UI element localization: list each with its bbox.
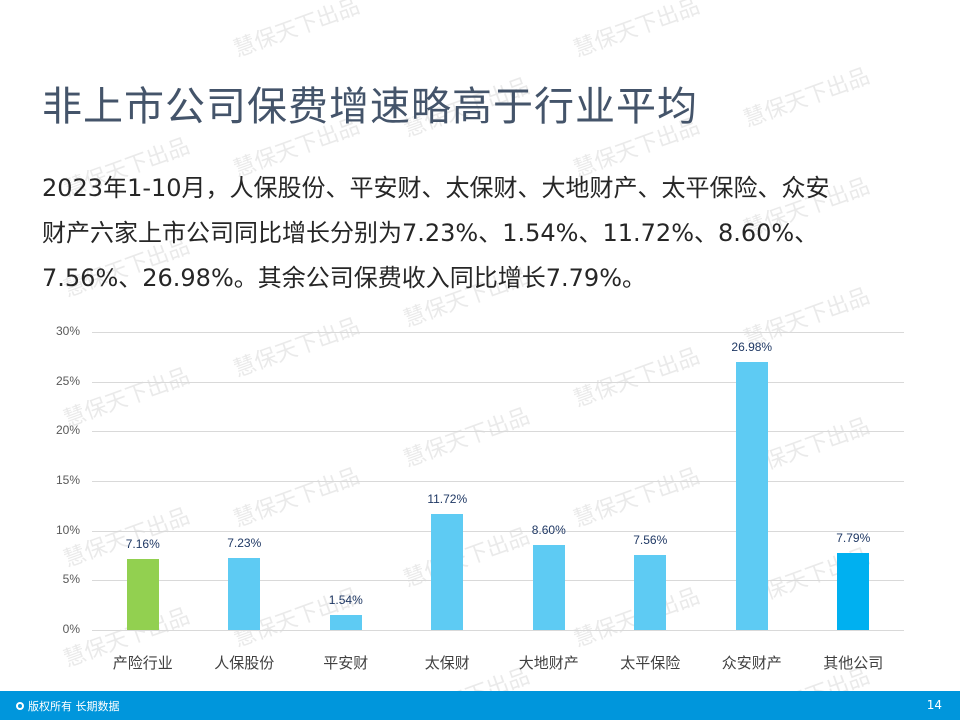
x-axis-category-label: 产险行业: [112, 654, 173, 672]
summary-line: 财产六家上市公司同比增长分别为7.23%、1.54%、11.72%、8.60%、: [42, 219, 819, 247]
bar-value-label: 7.23%: [227, 536, 262, 551]
y-axis-tick-label: 20%: [55, 423, 80, 438]
summary-paragraph: 2023年1-10月，人保股份、平安财、太保财、大地财产、太平保险、众安 财产六…: [42, 166, 922, 301]
bar-2: [228, 558, 261, 630]
copyright: 版权所有 长期数据: [16, 698, 120, 714]
x-axis-category-label: 其他公司: [823, 654, 884, 672]
bar-5: [532, 544, 565, 630]
gridline: [92, 431, 904, 433]
y-axis-tick-label: 30%: [55, 324, 80, 338]
x-axis-category-label: 众安财产: [721, 654, 782, 672]
x-axis-category-label: 太平保险: [620, 654, 681, 672]
watermark: 慧保天下出品: [230, 0, 364, 63]
bar-value-label: 26.98%: [731, 339, 773, 354]
watermark: 慧保天下出品: [740, 64, 874, 133]
bar-7: [735, 361, 768, 630]
summary-line: 7.56%、26.98%。其余公司保费收入同比增长7.79%。: [42, 264, 646, 292]
x-axis-category-label: 平安财: [323, 654, 369, 672]
bar-value-label: 7.79%: [836, 530, 871, 545]
gridline: [92, 580, 904, 582]
y-axis-tick-label: 25%: [55, 373, 80, 388]
x-axis-category-label: 大地财产: [518, 654, 579, 672]
summary-line: 2023年1-10月，人保股份、平安财、太保财、大地财产、太平保险、众安: [42, 174, 830, 202]
bar-value-label: 7.56%: [633, 532, 668, 547]
page-title: 非上市公司保费增速略高于行业平均: [42, 84, 698, 130]
x-axis-category-label: 人保股份: [214, 654, 275, 672]
watermark: 慧保天下出品: [570, 0, 704, 63]
x-axis-category-label: 太保财: [424, 654, 470, 672]
copyright-icon: [16, 702, 24, 710]
bar-value-label: 1.54%: [328, 592, 363, 607]
gridline: [92, 630, 904, 631]
bar-value-label: 8.60%: [531, 522, 566, 537]
copyright-text: 版权所有 长期数据: [28, 700, 120, 713]
gridline: [92, 481, 904, 482]
gridline: [92, 381, 904, 383]
bar-6: [634, 554, 667, 630]
y-axis-tick-label: 10%: [55, 522, 80, 537]
bar-1: [126, 558, 159, 630]
gridline: [92, 332, 904, 333]
bar-value-label: 11.72%: [427, 491, 468, 506]
bar-3: [329, 614, 362, 630]
y-axis-tick-label: 15%: [55, 473, 80, 487]
y-axis-tick-label: 5%: [62, 572, 80, 587]
footer-bar: 版权所有 长期数据 14: [0, 691, 960, 720]
bar-chart: 0% 5% 10% 15% 20% 25% 30% 7.16% 产险行业 7.23% 人保股份 1.5…: [0, 320, 960, 680]
bar-8: [837, 552, 870, 630]
y-axis-tick-label: 0%: [62, 622, 80, 636]
page-number: 14: [926, 698, 942, 712]
gridline: [92, 530, 904, 532]
bar-4: [431, 513, 464, 630]
bar-value-label: 7.16%: [125, 536, 160, 551]
